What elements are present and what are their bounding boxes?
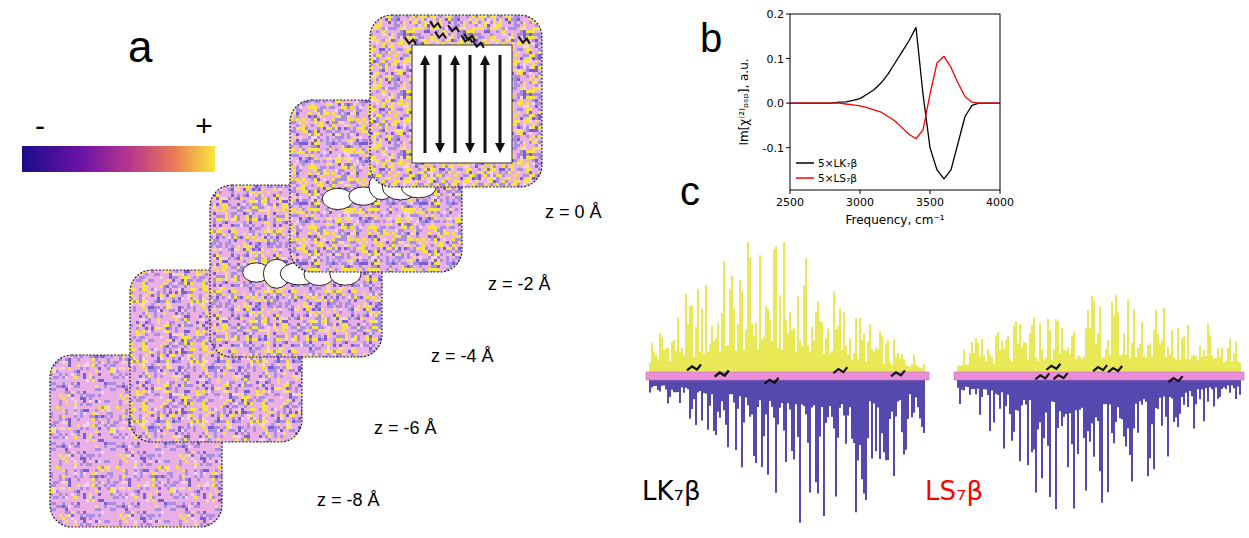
strand-head	[465, 143, 475, 153]
molecule	[833, 367, 847, 373]
side-chain	[519, 37, 530, 44]
y-tick-label: 0.0	[767, 97, 785, 110]
x-tick	[790, 190, 791, 194]
surface-plane	[646, 372, 929, 380]
side-chain	[473, 41, 484, 48]
x-tick-label: 4000	[986, 196, 1014, 209]
cavity	[322, 188, 353, 209]
strand	[499, 55, 502, 143]
strand-head	[450, 55, 460, 65]
slice-label: z = 0 Å	[545, 202, 602, 222]
y-tick	[786, 14, 790, 15]
panel-a: a - + z = -8 Å z = -6 Å z = -4 Å z = -2 Å z = 0…	[22, 15, 602, 527]
plot-frame	[790, 14, 1000, 190]
colorbar-label: +	[195, 109, 213, 142]
series-line	[790, 56, 1000, 138]
inset-ground	[690, 0, 1018, 240]
x-tick-label: 3000	[846, 196, 874, 209]
slice-plane	[370, 15, 542, 187]
y-tick	[786, 147, 790, 148]
molecule	[1169, 376, 1183, 382]
sheet-box	[412, 45, 512, 163]
series-line	[790, 27, 1000, 178]
molecule	[1035, 373, 1049, 379]
molecule	[1108, 366, 1122, 372]
y-tick	[786, 58, 790, 59]
strand	[454, 65, 457, 153]
x-tick	[1000, 190, 1001, 194]
x-axis-title: Frequency, cm⁻¹	[845, 213, 944, 227]
surface-plane	[954, 372, 1244, 380]
molecule	[1093, 365, 1107, 371]
molecule	[891, 370, 905, 376]
legend-swatch	[796, 177, 814, 179]
molecule	[715, 371, 729, 377]
molecule	[687, 364, 701, 370]
x-tick-label: 2500	[776, 196, 804, 209]
legend-label: 5×LK₇β	[818, 157, 857, 169]
molecule	[1054, 373, 1068, 379]
y-tick-label: 0.1	[767, 53, 785, 66]
y-tick-label: 0.2	[767, 8, 785, 21]
strand-head	[480, 55, 490, 65]
molecule	[1046, 364, 1060, 370]
side-chain	[464, 34, 475, 41]
panel-c: LK₇β LS₇β	[642, 242, 1244, 523]
y-tick	[786, 103, 790, 104]
molecule	[715, 371, 729, 377]
surface-up	[958, 295, 1240, 373]
strand-head	[495, 143, 505, 153]
slice	[370, 15, 542, 187]
strand-head	[435, 143, 445, 153]
x-tick	[930, 190, 931, 194]
side-chain	[448, 25, 459, 32]
x-tick	[860, 190, 861, 194]
panel-letter: c	[680, 169, 700, 213]
figure: a - + z = -8 Å z = -6 Å z = -4 Å z = -2 Å z = 0…	[0, 0, 1249, 538]
strand-head	[420, 55, 430, 65]
surface-down	[958, 379, 1240, 509]
panel-letter: b	[700, 16, 722, 60]
colorbar-label: -	[35, 109, 45, 142]
side-chain	[405, 38, 416, 45]
panel-letter: a	[128, 22, 153, 71]
legend: 5×LK₇β 5×LS₇β	[796, 157, 857, 184]
slice-label: z = -6 Å	[374, 418, 437, 438]
strand	[439, 55, 442, 143]
side-chain	[435, 32, 446, 39]
legend-swatch	[796, 162, 814, 164]
slice-label: z = -8 Å	[317, 490, 380, 510]
y-axis-title: Im[χ⁽²⁾ₚₛₚ], a.u.	[737, 58, 751, 145]
legend-label: 5×LS₇β	[818, 172, 857, 184]
strand	[469, 55, 472, 143]
y-tick-label: -0.1	[763, 142, 784, 155]
surface-up	[650, 242, 924, 373]
slice-label: z = -2 Å	[488, 274, 551, 294]
slice-label: z = -4 Å	[431, 346, 494, 366]
plot-area	[790, 27, 1000, 178]
molecule	[765, 378, 779, 384]
panel-b: b 2500 3000 3500 4000 -0.1 0.0 0.1 0.2 Frequency,…	[690, 0, 1018, 240]
side-chain	[430, 21, 441, 28]
structure-label: LS₇β	[925, 476, 983, 506]
x-tick-label: 3500	[916, 196, 944, 209]
structure-label: LK₇β	[642, 476, 701, 506]
strand	[424, 65, 427, 153]
colorbar	[22, 146, 215, 172]
strand	[484, 65, 487, 153]
